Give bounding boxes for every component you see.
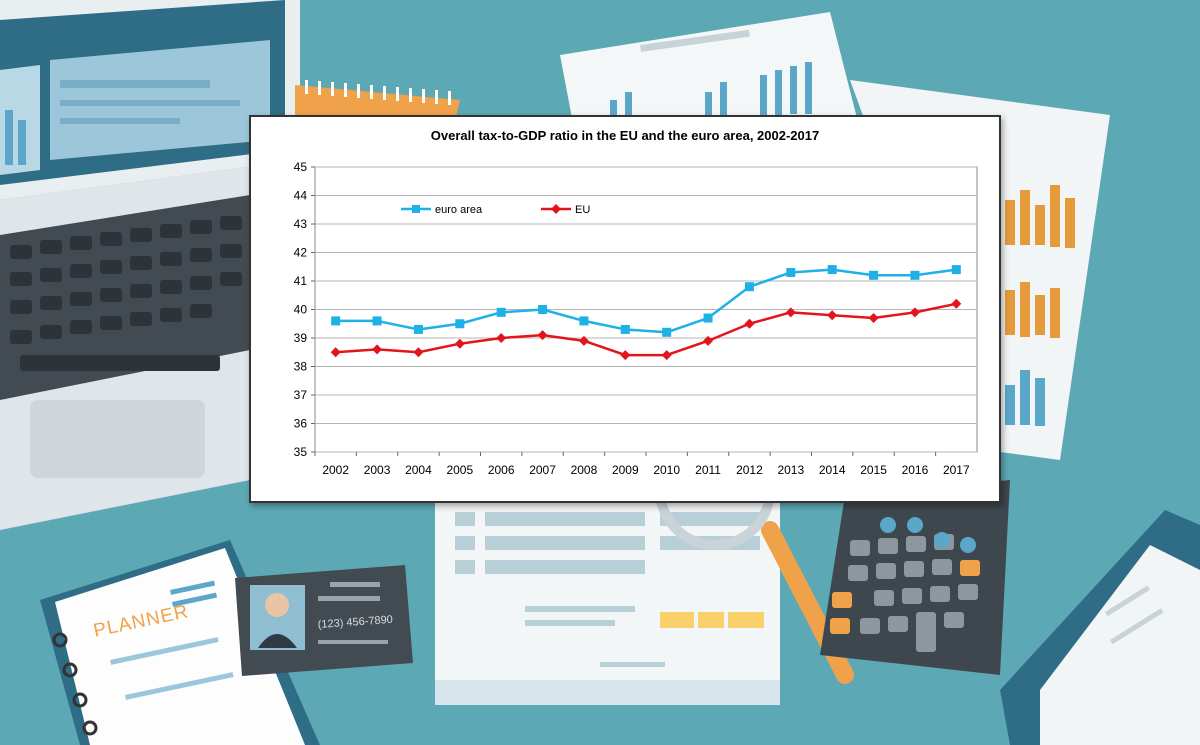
y-tick-label-45: 45	[294, 160, 308, 174]
point-euro-area-2017	[951, 265, 961, 275]
point-eu-2014	[827, 310, 838, 321]
point-euro-area-2015	[869, 270, 879, 280]
notebook-illustration	[1000, 510, 1200, 745]
y-tick-label-40: 40	[294, 303, 308, 317]
x-tick-label-2002: 2002	[322, 463, 349, 477]
x-tick-label-2014: 2014	[819, 463, 846, 477]
x-tick-label-2009: 2009	[612, 463, 639, 477]
point-eu-2012	[744, 318, 755, 329]
point-eu-2004	[413, 347, 424, 358]
legend-marker-euro-area	[412, 205, 420, 213]
x-tick-label-2011: 2011	[695, 463, 721, 477]
point-eu-2009	[620, 350, 631, 361]
point-eu-2008	[578, 335, 589, 346]
chart-card: Overall tax-to-GDP ratio in the EU and t…	[249, 115, 1001, 503]
point-euro-area-2009	[620, 324, 630, 334]
point-eu-2011	[703, 335, 714, 346]
x-tick-label-2016: 2016	[902, 463, 929, 477]
point-euro-area-2016	[910, 270, 920, 280]
point-euro-area-2012	[744, 282, 754, 292]
x-tick-label-2012: 2012	[736, 463, 763, 477]
legend-label-eu: EU	[575, 204, 590, 216]
point-euro-area-2010	[662, 327, 672, 337]
laptop-illustration	[0, 0, 300, 530]
point-eu-2013	[785, 307, 796, 318]
point-euro-area-2008	[579, 316, 589, 326]
y-tick-label-36: 36	[294, 417, 308, 431]
line-chart: Overall tax-to-GDP ratio in the EU and t…	[294, 128, 978, 477]
x-tick-label-2013: 2013	[777, 463, 804, 477]
point-eu-2016	[909, 307, 920, 318]
y-tick-label-38: 38	[294, 360, 308, 374]
point-euro-area-2002	[331, 316, 341, 326]
point-euro-area-2003	[372, 316, 382, 326]
y-tick-label-39: 39	[294, 331, 308, 345]
series-line-euro-area	[335, 268, 957, 334]
point-eu-2002	[330, 347, 341, 358]
x-tick-label-2015: 2015	[860, 463, 887, 477]
x-tick-label-2006: 2006	[488, 463, 515, 477]
x-tick-label-2008: 2008	[571, 463, 598, 477]
point-euro-area-2014	[827, 265, 837, 275]
calculator-illustration	[820, 480, 1010, 675]
point-eu-2006	[496, 333, 507, 343]
legend-label-euro-area: euro area	[435, 204, 483, 216]
y-tick-label-35: 35	[294, 445, 308, 459]
point-eu-2005	[454, 338, 465, 349]
phone-number: (123) 456-7890	[317, 614, 393, 631]
point-euro-area-2005	[455, 319, 465, 329]
point-euro-area-2011	[703, 313, 713, 323]
x-tick-label-2003: 2003	[364, 463, 391, 477]
y-tick-label-41: 41	[294, 274, 308, 288]
point-euro-area-2006	[496, 307, 506, 317]
point-eu-2003	[372, 344, 383, 355]
y-tick-label-44: 44	[294, 189, 308, 203]
point-euro-area-2004	[413, 324, 423, 334]
y-tick-label-43: 43	[294, 217, 308, 231]
point-eu-2017	[951, 298, 962, 309]
x-tick-label-2017: 2017	[943, 463, 970, 477]
x-tick-label-2010: 2010	[653, 463, 680, 477]
business-card-illustration: (123) 456-7890	[235, 565, 413, 676]
legend-marker-eu	[551, 204, 561, 214]
chart-title: Overall tax-to-GDP ratio in the EU and t…	[431, 128, 819, 143]
point-eu-2007	[537, 330, 548, 341]
series-line-eu	[335, 302, 957, 357]
x-tick-label-2005: 2005	[446, 463, 473, 477]
point-eu-2015	[868, 313, 879, 324]
point-euro-area-2013	[786, 267, 796, 277]
x-tick-label-2004: 2004	[405, 463, 432, 477]
point-euro-area-2007	[538, 305, 548, 314]
y-tick-label-37: 37	[294, 388, 308, 402]
point-eu-2010	[661, 350, 672, 361]
y-tick-label-42: 42	[294, 246, 308, 260]
x-tick-label-2007: 2007	[529, 463, 556, 477]
